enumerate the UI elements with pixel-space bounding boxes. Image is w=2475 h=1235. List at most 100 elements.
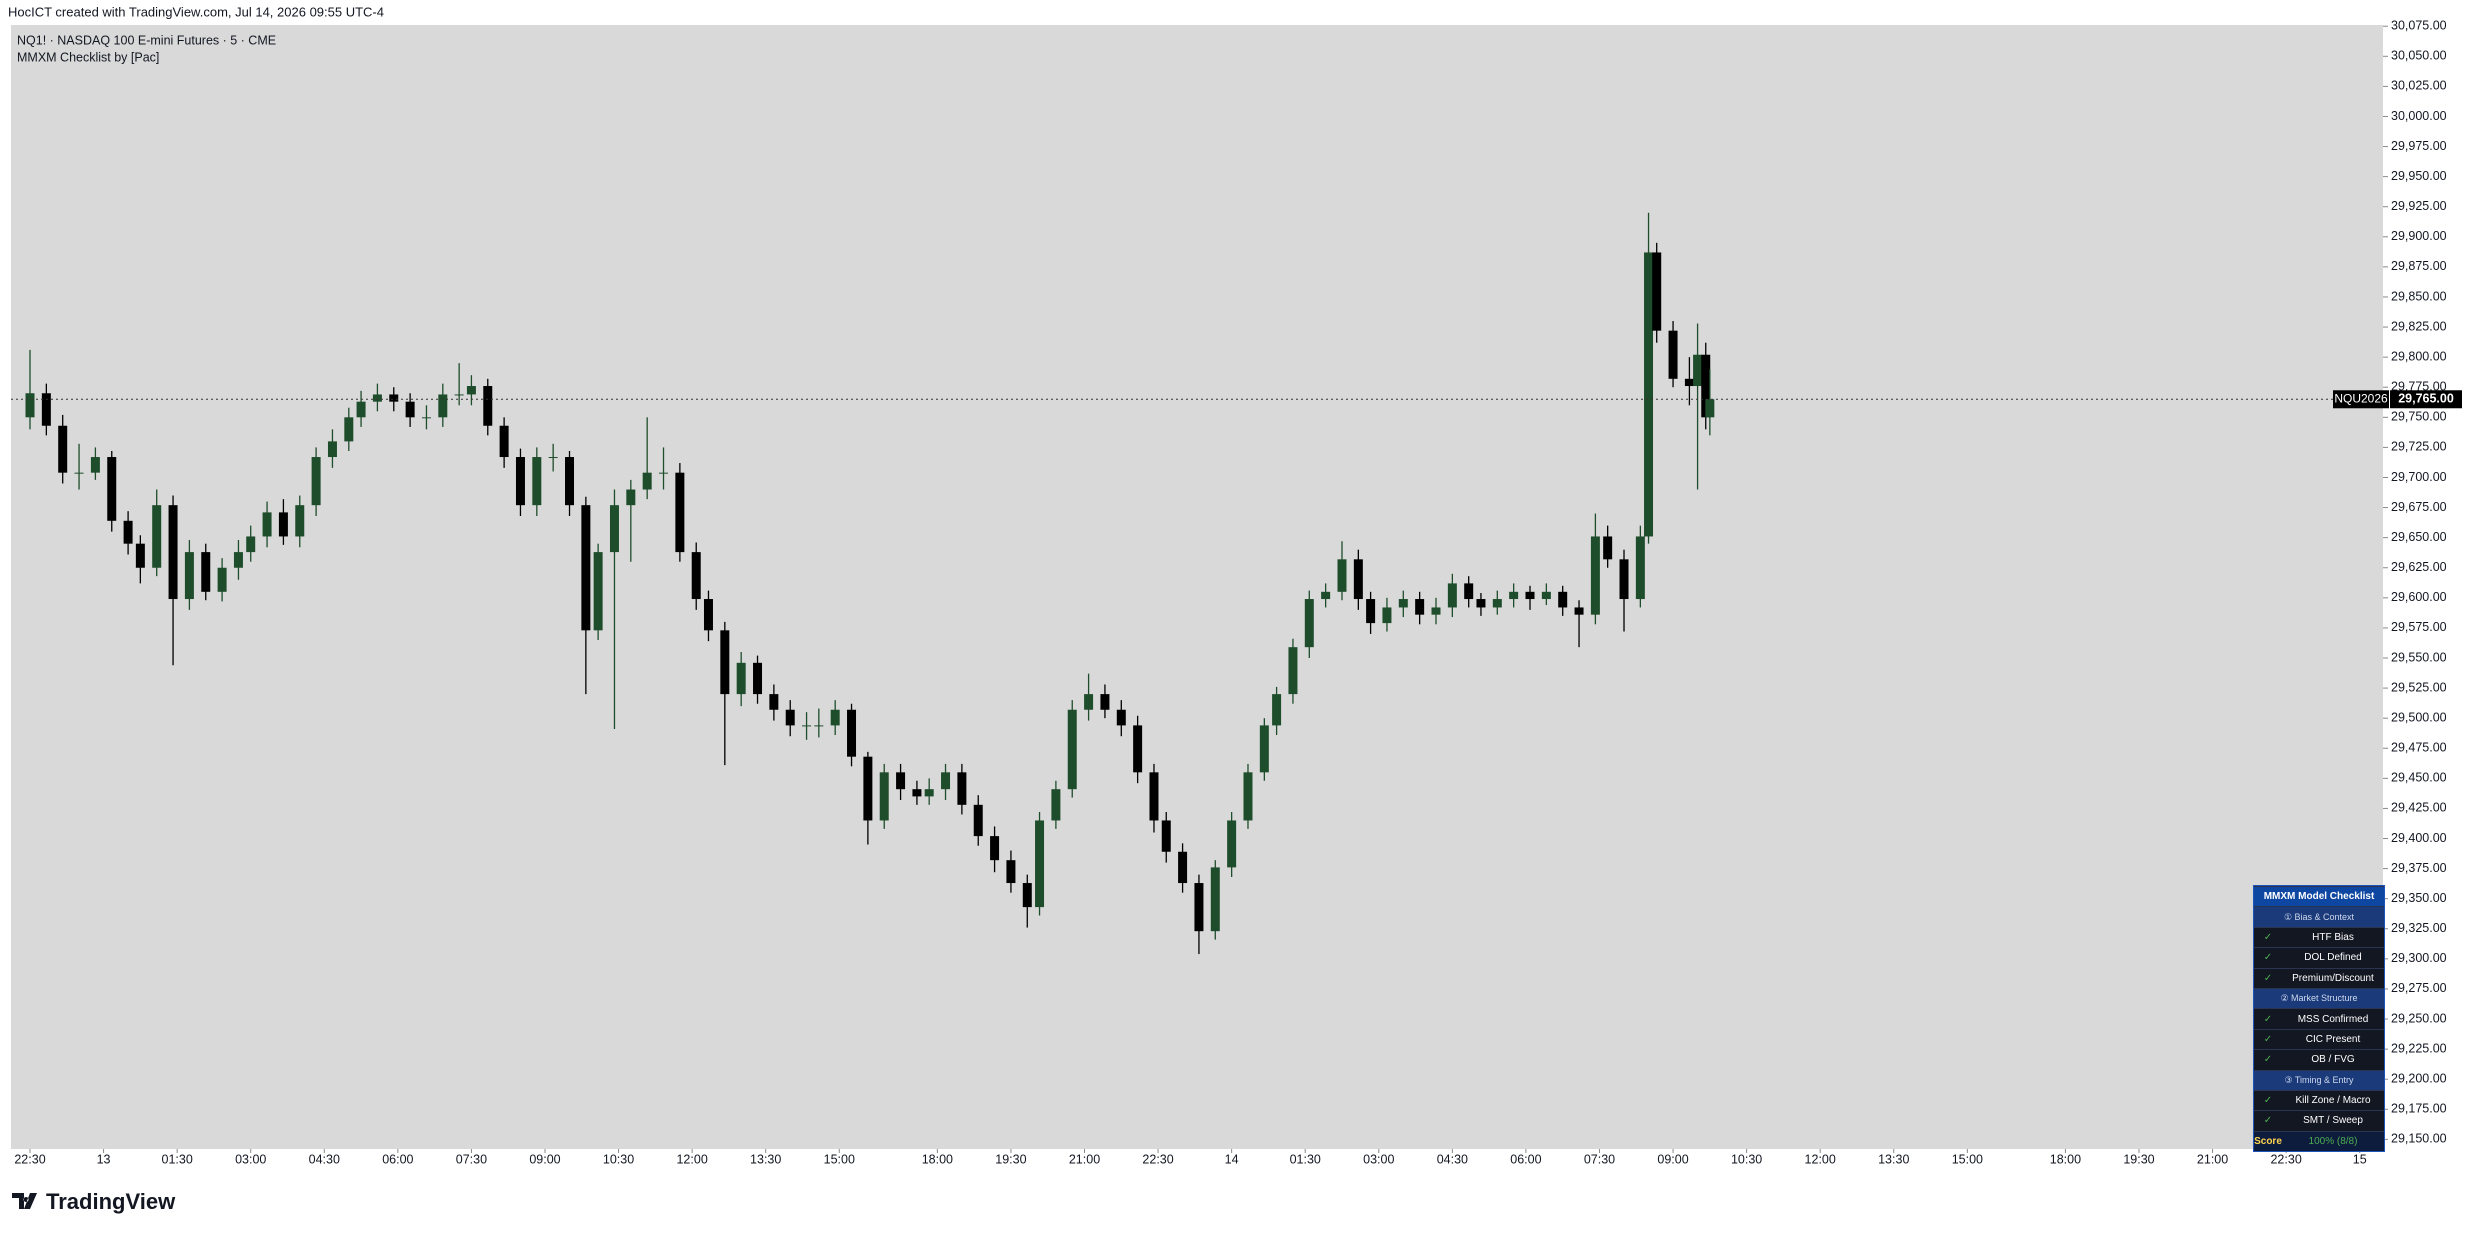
candle-body (1635, 536, 1645, 600)
y-tick-label: 29,575.00 (2391, 620, 2447, 634)
x-tick-label: 10:30 (1731, 1152, 1762, 1166)
check-mark: ✓ (2263, 931, 2273, 943)
candle-body (593, 552, 603, 631)
candle-body (1116, 709, 1126, 726)
symbol-label: NQU2026 (2334, 391, 2388, 405)
candle-body (1227, 820, 1237, 868)
check-label: DOL Defined (2304, 952, 2362, 964)
candle-body (295, 505, 305, 537)
y-tick-label: 29,825.00 (2391, 319, 2447, 333)
candle-body (941, 772, 951, 790)
candle-body (1051, 789, 1061, 821)
candle-body (1684, 378, 1694, 387)
y-tick-label: 29,875.00 (2391, 259, 2447, 273)
candle-body (327, 441, 337, 458)
check-label: SMT / Sweep (2303, 1115, 2363, 1127)
candle-body (344, 417, 354, 442)
candle-body (1353, 559, 1363, 600)
y-tick-label: 30,000.00 (2391, 109, 2447, 123)
candle-body (879, 772, 889, 821)
candle-body (924, 789, 934, 797)
candle-body (863, 756, 873, 821)
x-tick-label: 04:30 (1437, 1152, 1468, 1166)
y-tick-label: 29,550.00 (2391, 650, 2447, 664)
candle-body (356, 401, 366, 418)
candle-body (1067, 709, 1077, 790)
y-tick-label: 29,650.00 (2391, 530, 2447, 544)
candle-body (262, 512, 272, 537)
checklist-row: ✓ OB / FVG (2254, 1049, 2384, 1069)
x-tick-label: 01:30 (1290, 1152, 1321, 1166)
candle-body (675, 472, 685, 553)
x-tick-label: 14 (1225, 1152, 1239, 1166)
check-mark: ✓ (2263, 1115, 2273, 1127)
candle-body (1366, 599, 1376, 624)
candle-body (565, 457, 575, 506)
score-value: 100% (8/8) (2308, 1135, 2358, 1147)
check-label: HTF Bias (2312, 931, 2354, 943)
candle-body (454, 394, 464, 396)
checklist-row: ✓ HTF Bias (2254, 926, 2384, 947)
x-tick-label: 13:30 (750, 1152, 781, 1166)
x-tick-label: 09:00 (529, 1152, 560, 1166)
check-mark: ✓ (2263, 1033, 2273, 1045)
candle-body (814, 725, 824, 727)
symbol-tag (2333, 390, 2389, 409)
candle-body (152, 505, 162, 568)
y-tick-label: 29,625.00 (2391, 560, 2447, 574)
candle-body (1161, 820, 1171, 852)
candle-body (483, 386, 493, 426)
checklist-row: ✓ Premium/Discount (2254, 967, 2384, 988)
candle-body (1382, 607, 1392, 624)
candle-body (1398, 599, 1408, 608)
candle-body (847, 709, 857, 757)
candle-body (896, 772, 906, 790)
check-label: Kill Zone / Macro (2295, 1095, 2371, 1107)
candle-body (830, 709, 840, 726)
candle-body (753, 662, 763, 695)
check-label: MSS Confirmed (2297, 1013, 2369, 1025)
y-tick-label: 29,900.00 (2391, 229, 2447, 243)
candle-body (1603, 536, 1613, 560)
candle-body (1693, 354, 1703, 387)
candle-body (691, 552, 701, 600)
check-mark: ✓ (2263, 1095, 2273, 1107)
y-tick-label: 29,500.00 (2391, 710, 2447, 724)
y-tick-label: 29,175.00 (2391, 1102, 2447, 1116)
checklist-row: ✓ CIC Present (2254, 1028, 2384, 1049)
x-tick-label: 13:30 (1878, 1152, 1909, 1166)
y-tick-label: 29,675.00 (2391, 500, 2447, 514)
candle-body (1304, 599, 1314, 648)
y-tick-label: 29,725.00 (2391, 440, 2447, 454)
candle-body (1464, 583, 1474, 600)
score-row: Score 100% (8/8) (2254, 1130, 2384, 1152)
candle-body (123, 520, 133, 544)
x-tick-label: 21:00 (1069, 1152, 1100, 1166)
check-label: Premium/Discount (2292, 972, 2374, 984)
candle-body (1509, 591, 1519, 600)
y-tick-label: 29,600.00 (2391, 590, 2447, 604)
candle-body (1574, 607, 1584, 615)
candle-body (659, 472, 669, 474)
check-label: OB / FVG (2311, 1054, 2355, 1066)
x-tick-label: 03:00 (1363, 1152, 1394, 1166)
candle-body (1243, 772, 1253, 821)
candle-body (1619, 559, 1629, 600)
check-mark: ✓ (2263, 1013, 2273, 1025)
candle-body (703, 599, 713, 631)
candle-body (1084, 694, 1094, 710)
x-tick-label: 06:00 (1510, 1152, 1541, 1166)
y-tick-label: 29,800.00 (2391, 349, 2447, 363)
candle-body (990, 836, 1000, 861)
candle-body (1178, 851, 1188, 884)
candle-body (785, 709, 795, 726)
candle-body (957, 772, 967, 805)
candle-body (1701, 354, 1711, 418)
candle-body (90, 457, 100, 473)
candle-body (74, 472, 84, 474)
caption: HocICT created with TradingView.com, Jul… (8, 4, 384, 19)
x-tick-label: 12:00 (676, 1152, 707, 1166)
check-label: CIC Present (2305, 1033, 2361, 1045)
